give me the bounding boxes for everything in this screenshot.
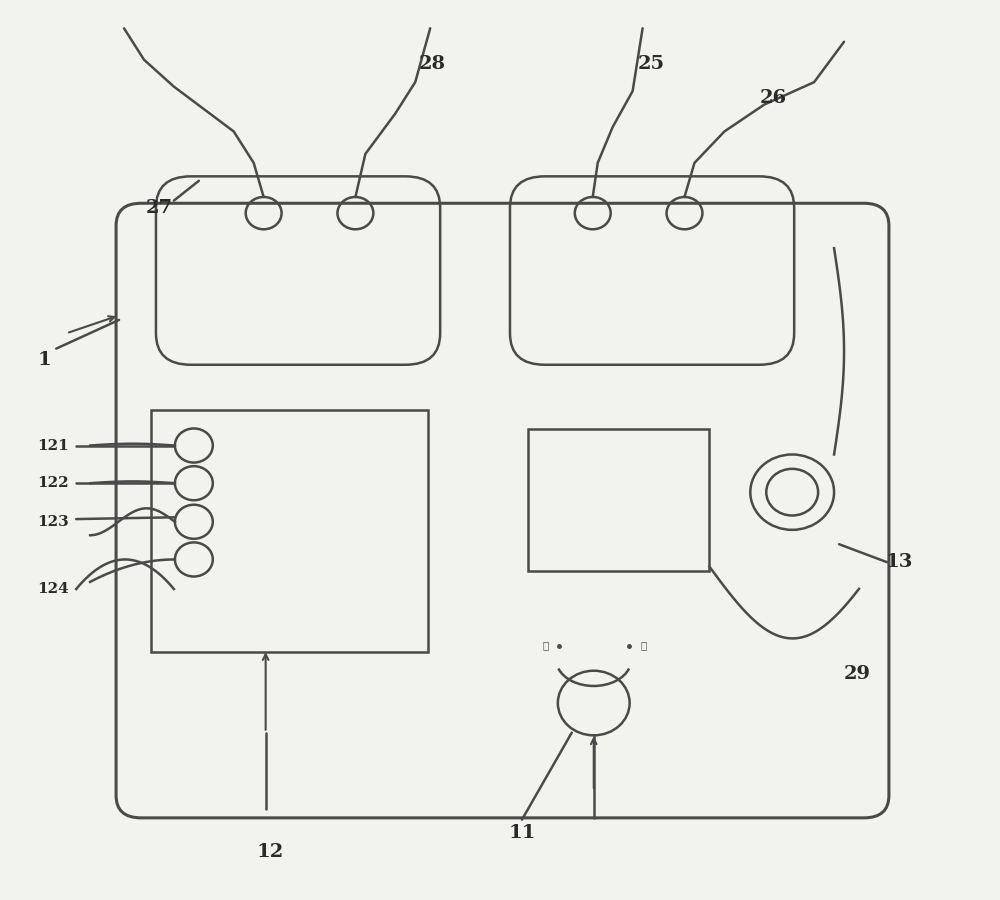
Text: 123: 123 bbox=[37, 515, 69, 529]
Text: 11: 11 bbox=[508, 824, 536, 842]
Text: 关: 关 bbox=[543, 640, 549, 650]
Text: 29: 29 bbox=[844, 665, 871, 683]
Text: 27: 27 bbox=[145, 199, 172, 217]
Text: 122: 122 bbox=[37, 476, 69, 491]
Text: 28: 28 bbox=[419, 55, 446, 73]
Text: 25: 25 bbox=[638, 55, 665, 73]
Text: 124: 124 bbox=[37, 582, 69, 596]
Text: 13: 13 bbox=[885, 554, 913, 572]
Text: 12: 12 bbox=[257, 843, 284, 861]
Text: 开: 开 bbox=[640, 640, 647, 650]
Text: 1: 1 bbox=[37, 351, 51, 369]
Bar bbox=[528, 429, 709, 572]
Text: 121: 121 bbox=[37, 438, 69, 453]
Bar bbox=[151, 410, 428, 652]
Text: 26: 26 bbox=[760, 89, 787, 107]
